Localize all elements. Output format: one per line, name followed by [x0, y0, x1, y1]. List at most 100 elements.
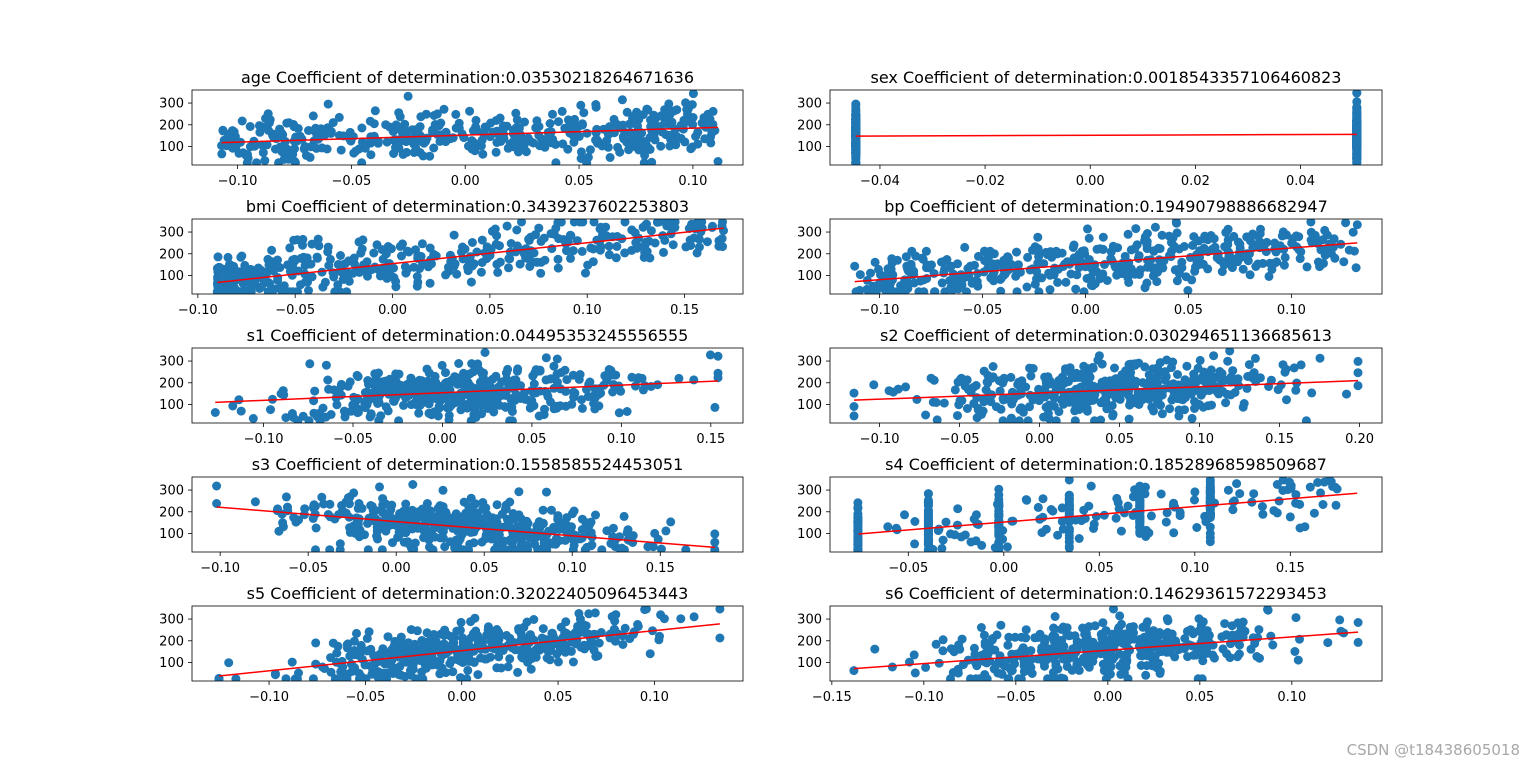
data-point: [1130, 243, 1140, 253]
data-point: [1109, 606, 1118, 614]
data-point: [433, 411, 443, 421]
data-point: [1199, 243, 1209, 253]
data-point: [370, 262, 380, 272]
data-point: [281, 492, 291, 502]
data-point: [1206, 365, 1216, 375]
data-point: [923, 534, 933, 544]
data-point: [505, 654, 515, 664]
data-point: [485, 376, 495, 386]
data-point: [425, 151, 435, 161]
fit-line: [853, 631, 1359, 670]
data-point: [1084, 233, 1094, 243]
data-point: [937, 544, 947, 552]
data-point: [1146, 255, 1156, 265]
data-point: [715, 633, 725, 643]
data-point: [969, 514, 979, 524]
data-point: [1291, 490, 1301, 500]
fit-line: [853, 379, 1359, 401]
data-point: [1330, 253, 1340, 263]
data-point: [441, 507, 451, 517]
data-point: [393, 140, 403, 150]
data-point: [1040, 634, 1050, 644]
data-point: [1309, 508, 1319, 518]
data-point: [1185, 386, 1195, 396]
data-point: [1197, 373, 1207, 383]
data-point: [1131, 376, 1141, 386]
subplot-s5: s5 Coefficient of determination:0.320224…: [159, 584, 744, 705]
data-point: [1205, 640, 1214, 650]
y-tick-label: 100: [159, 140, 184, 155]
data-point: [1245, 270, 1255, 280]
data-point: [1352, 104, 1362, 113]
y-tick-label: 200: [797, 118, 822, 133]
x-tick-label: 0.00: [1093, 690, 1122, 705]
data-point: [1282, 395, 1291, 405]
data-point: [710, 402, 720, 412]
data-point: [1210, 242, 1220, 252]
data-point: [627, 372, 637, 382]
data-point: [650, 238, 660, 248]
data-point: [567, 399, 577, 409]
data-point: [1180, 634, 1190, 643]
data-point: [637, 128, 647, 138]
data-point: [332, 648, 342, 658]
data-point: [497, 509, 507, 519]
data-point: [352, 628, 361, 638]
data-point: [366, 409, 376, 419]
data-point: [1320, 225, 1330, 235]
x-tick-label: 0.05: [1085, 561, 1114, 576]
data-point: [527, 651, 536, 661]
data-point: [411, 143, 421, 153]
data-point: [1352, 113, 1362, 123]
data-point: [851, 142, 861, 152]
data-point: [555, 522, 564, 532]
data-point: [505, 497, 515, 507]
x-tick-label: 0.15: [670, 303, 699, 318]
data-point: [855, 270, 865, 280]
data-point: [431, 377, 441, 387]
data-point: [510, 134, 520, 144]
data-point: [419, 259, 429, 269]
data-point: [543, 645, 552, 655]
data-point: [1310, 230, 1320, 240]
x-tick-label: 0.00: [1076, 174, 1105, 189]
data-point: [553, 657, 563, 667]
data-point: [1263, 606, 1272, 614]
data-point: [285, 243, 295, 253]
data-point: [290, 157, 300, 165]
data-point: [480, 654, 490, 664]
x-tick-label: −0.10: [860, 432, 900, 447]
data-point: [382, 137, 392, 147]
data-point: [1053, 277, 1063, 287]
x-tick-label: 0.10: [1277, 303, 1306, 318]
data-point: [283, 502, 292, 512]
data-point: [1062, 661, 1072, 671]
data-point: [1190, 397, 1199, 406]
scatter-points: [214, 606, 725, 681]
x-tick-label: 0.02: [1181, 174, 1210, 189]
data-point: [1197, 387, 1207, 397]
data-point: [265, 279, 274, 288]
data-point: [560, 535, 570, 545]
data-point: [473, 397, 483, 407]
y-tick-label: 300: [159, 97, 184, 112]
data-point: [399, 400, 408, 410]
x-tick-label: −0.05: [345, 690, 385, 705]
data-point: [537, 633, 547, 643]
data-point: [403, 91, 413, 101]
data-point: [1009, 395, 1018, 404]
data-point: [921, 246, 931, 256]
data-point: [550, 539, 560, 549]
data-point: [417, 239, 427, 249]
data-point: [667, 117, 677, 127]
data-point: [1003, 253, 1013, 263]
data-point: [577, 395, 586, 405]
data-point: [1244, 360, 1254, 370]
data-point: [941, 517, 951, 527]
data-point: [1133, 254, 1143, 263]
x-tick-label: 0.10: [678, 174, 707, 189]
data-point: [303, 277, 312, 287]
data-point: [395, 124, 404, 134]
data-point: [321, 360, 331, 370]
data-point: [1064, 631, 1074, 641]
